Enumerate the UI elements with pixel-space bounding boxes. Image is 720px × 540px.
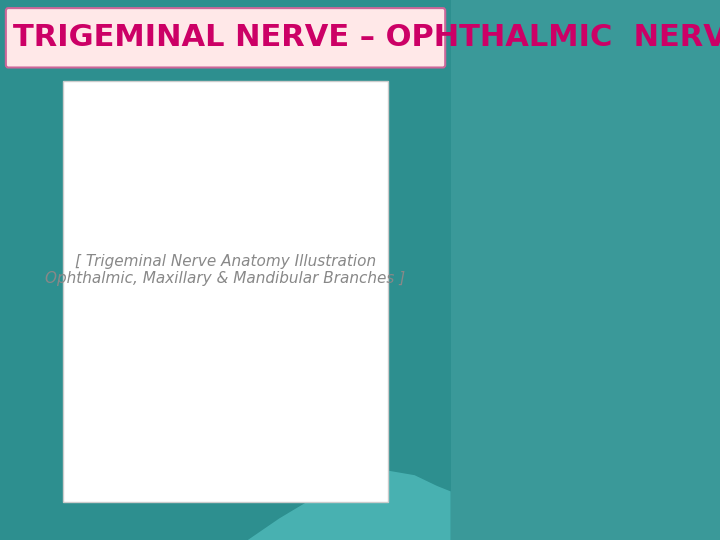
Bar: [63, 81, 387, 502]
Text: TRIGEMINAL NERVE – OPHTHALMIC  NERVE  V/2: TRIGEMINAL NERVE – OPHTHALMIC NERVE V/2: [13, 23, 720, 52]
Polygon shape: [248, 470, 451, 540]
Text: [ Trigeminal Nerve Anatomy Illustration
Ophthalmic, Maxillary & Mandibular Branc: [ Trigeminal Nerve Anatomy Illustration …: [45, 254, 405, 286]
FancyBboxPatch shape: [6, 8, 445, 68]
